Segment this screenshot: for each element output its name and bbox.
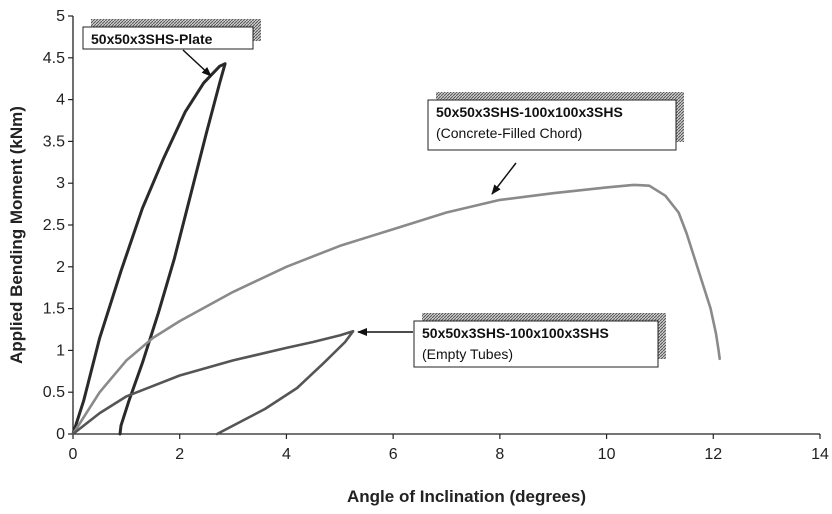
annotation-box: 50x50x3SHS-Plate xyxy=(82,19,261,77)
annotation-frame xyxy=(413,320,659,368)
annotations: 50x50x3SHS-Plate 50x50x3SHS-100x100x3SHS (… xyxy=(82,19,684,368)
x-tick-label: 8 xyxy=(495,446,504,463)
x-tick-label: 12 xyxy=(704,446,722,463)
y-tick-label: 2 xyxy=(56,259,65,276)
series-line xyxy=(71,62,227,436)
annotation-label: (Empty Tubes) xyxy=(422,346,513,362)
x-tick-label: 0 xyxy=(69,446,78,463)
y-tick-label: 1 xyxy=(56,342,65,359)
x-tick-label: 4 xyxy=(282,446,291,463)
y-tick-label: 0.5 xyxy=(43,384,65,401)
annotation-frame xyxy=(427,99,677,151)
x-tick-label: 10 xyxy=(598,446,616,463)
series-layer xyxy=(71,62,721,436)
ticks: 0 2 4 6 8 10 12 14 0 0.5 1 1.5 2 2.5 3 3.5 4 4.5 5 xyxy=(43,8,829,463)
annotation-frame xyxy=(82,26,254,50)
axes xyxy=(72,16,820,435)
y-tick-label: 4.5 xyxy=(43,50,65,67)
annotation-box: 50x50x3SHS-100x100x3SHS (Empty Tubes) xyxy=(357,313,666,368)
y-axis-title: Applied Bending Moment (kNm) xyxy=(7,106,26,364)
y-tick-label: 5 xyxy=(56,8,65,25)
annotation-box: 50x50x3SHS-100x100x3SHS (Concrete-Filled … xyxy=(427,92,684,195)
y-tick-label: 2.5 xyxy=(43,217,65,234)
x-tick-label: 6 xyxy=(389,446,398,463)
x-axis-title: Angle of Inclination (degrees) xyxy=(347,487,586,506)
y-tick-label: 3.5 xyxy=(43,133,65,150)
y-tick-label: 1.5 xyxy=(43,301,65,318)
annotation-label: 50x50x3SHS-100x100x3SHS xyxy=(436,104,623,120)
series-line xyxy=(71,329,355,436)
series-line xyxy=(71,183,721,436)
annotation-label: 50x50x3SHS-Plate xyxy=(91,31,213,47)
x-tick-label: 2 xyxy=(175,446,184,463)
x-tick-label: 14 xyxy=(811,446,829,463)
annotation-arrow xyxy=(491,162,517,195)
annotation-label: 50x50x3SHS-100x100x3SHS xyxy=(422,325,609,341)
annotation-arrow xyxy=(182,49,212,77)
y-tick-label: 4 xyxy=(56,92,65,109)
y-tick-label: 0 xyxy=(56,426,65,443)
annotation-label: (Concrete-Filled Chord) xyxy=(436,125,582,141)
y-tick-label: 3 xyxy=(56,175,65,192)
